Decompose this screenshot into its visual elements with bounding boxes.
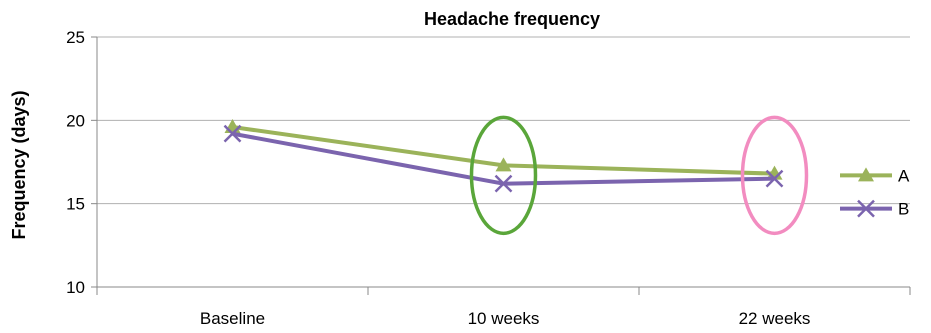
x-tick-label: Baseline [200, 309, 265, 328]
y-tick-label: 20 [66, 111, 85, 130]
y-axis-label: Frequency (days) [9, 90, 29, 239]
highlight-ellipse [469, 115, 538, 236]
axes [91, 36, 911, 295]
legend-b: B [840, 200, 909, 219]
series-b-point [223, 124, 242, 143]
x-tick-label: 10 weeks [468, 309, 540, 328]
legend: AB [840, 166, 910, 219]
y-tick-label: 15 [66, 195, 85, 214]
x-tick-label: 22 weeks [739, 309, 811, 328]
series-b-point [494, 174, 513, 193]
x-tick-labels: Baseline 10 weeks 22 weeks [200, 309, 811, 328]
y-tick-labels: 10 15 20 25 [66, 28, 85, 297]
series-b [223, 124, 784, 193]
marker-stroke [494, 174, 513, 193]
series-group [223, 119, 784, 193]
legend-a-marker [858, 167, 874, 182]
legend-a: A [840, 166, 910, 185]
y-tick-label: 25 [66, 28, 85, 47]
series-b-point [765, 169, 784, 188]
marker-stroke [223, 124, 242, 143]
y-tick-label: 10 [66, 278, 85, 297]
annotation-group [469, 115, 809, 236]
marker-stroke [857, 199, 875, 218]
legend-a-label: A [898, 166, 910, 185]
chart-title: Headache frequency [424, 9, 600, 29]
legend-b-label: B [898, 200, 909, 219]
marker-stroke [765, 169, 784, 188]
series-a-point [495, 157, 512, 172]
highlight-ellipse [740, 115, 809, 236]
legend-b-marker [857, 199, 875, 218]
